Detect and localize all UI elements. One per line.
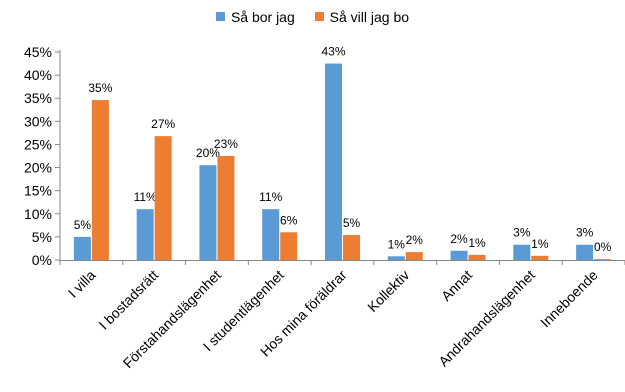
bar-current [136, 209, 154, 260]
data-label: 5% [74, 218, 92, 232]
y-tick-label: 25% [24, 136, 52, 152]
data-label: 2% [450, 232, 468, 246]
bar-wanted [154, 136, 172, 260]
bar-wanted [531, 255, 549, 260]
data-label: 3% [513, 226, 531, 240]
data-label: 1% [468, 236, 486, 250]
data-label: 1% [531, 237, 549, 251]
bar-current [387, 256, 405, 260]
data-label: 23% [214, 137, 238, 151]
data-label: 1% [388, 237, 406, 251]
x-category-label: I bostadsrätt [95, 267, 161, 333]
chart-legend: Så bor jag Så vill jag bo [0, 8, 625, 25]
y-tick-label: 20% [24, 160, 52, 176]
bar-current [450, 250, 468, 260]
bar-current [262, 209, 280, 260]
y-tick-label: 30% [24, 113, 52, 129]
legend-label-series-1: Så bor jag [230, 8, 295, 25]
data-label: 35% [88, 81, 112, 95]
bar-wanted [468, 254, 486, 260]
bar-wanted [280, 232, 298, 260]
bar-current [325, 63, 342, 260]
y-tick-label: 35% [24, 90, 52, 106]
bar-wanted [405, 252, 423, 260]
y-tick-label: 15% [24, 183, 52, 199]
x-category-label: I villa [65, 267, 99, 301]
bar-current [73, 236, 91, 260]
data-label: 43% [321, 45, 345, 59]
y-tick-label: 10% [24, 206, 52, 222]
legend-item-series-1: Så bor jag [215, 8, 295, 25]
legend-label-series-2: Så vill jag bo [329, 8, 410, 25]
x-category-label: Annat [438, 267, 475, 304]
data-label: 11% [259, 190, 282, 204]
bar-current [576, 244, 594, 260]
data-label: 27% [151, 117, 175, 131]
data-label: 2% [406, 233, 424, 247]
bar-wanted [91, 100, 109, 261]
bar-wanted [217, 156, 235, 260]
bar-wanted [594, 259, 612, 260]
bar-current [199, 165, 217, 260]
bar-current [513, 244, 531, 260]
data-label: 11% [134, 190, 157, 204]
data-label: 0% [594, 240, 612, 254]
data-label: 5% [343, 216, 361, 230]
legend-swatch-series-1 [215, 12, 225, 21]
data-label: 20% [196, 146, 220, 160]
x-category-label: Inneboende [537, 267, 601, 331]
y-tick-label: 5% [32, 229, 52, 245]
data-label: 3% [576, 226, 594, 240]
x-category-label: Kollektiv [364, 267, 412, 315]
y-tick-label: 0% [32, 252, 52, 268]
legend-swatch-series-2 [314, 12, 324, 21]
data-label: 6% [280, 213, 298, 227]
y-tick-label: 40% [24, 67, 52, 83]
legend-item-series-2: Så vill jag bo [314, 8, 410, 25]
y-tick-label: 45% [24, 44, 52, 60]
bar-wanted [343, 235, 360, 260]
